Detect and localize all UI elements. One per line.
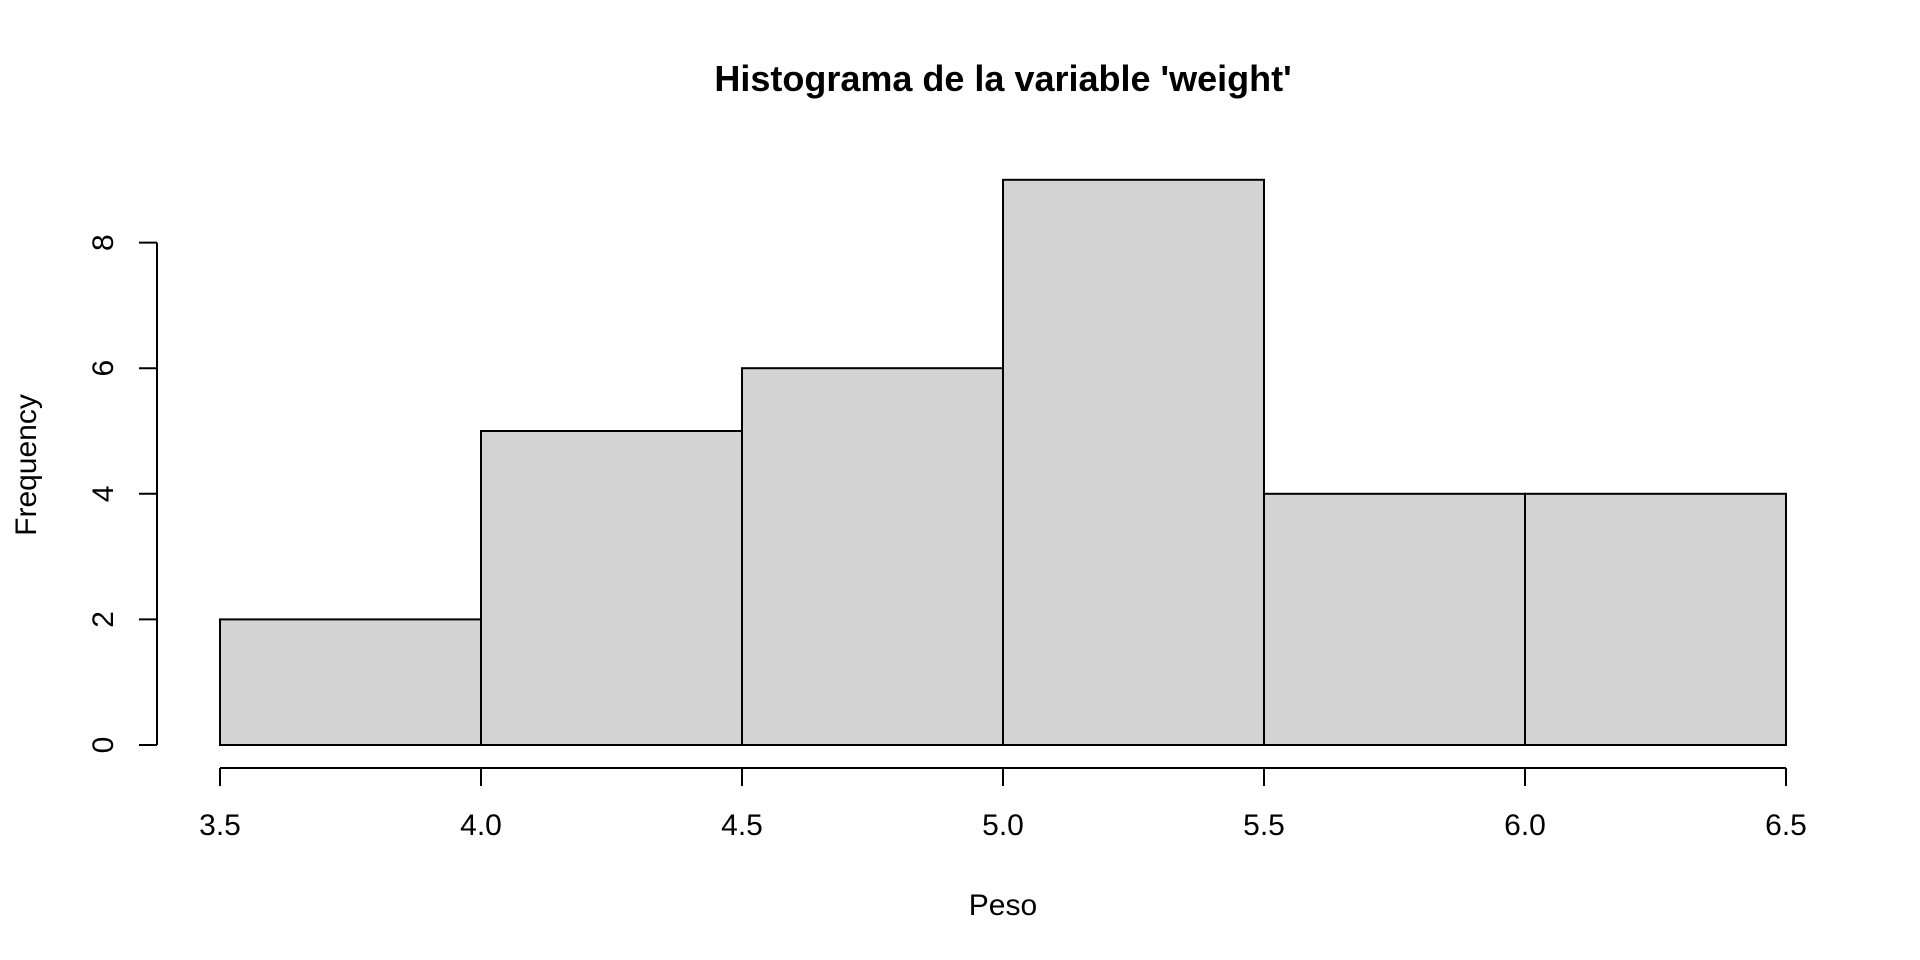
x-tick-label: 3.5	[199, 809, 241, 842]
y-tick-label: 6	[87, 360, 120, 377]
x-tick-label: 6.5	[1765, 809, 1807, 842]
y-tick-label: 4	[87, 485, 120, 502]
histogram-bar-5	[1263, 492, 1526, 746]
x-axis: 3.5 4.0 4.5 5.0 5.5 6.0 6.5	[199, 767, 1807, 842]
x-tick-label: 4.0	[460, 809, 502, 842]
y-axis: 0 2 4 6 8	[87, 234, 158, 754]
x-axis-label: Peso	[969, 889, 1037, 922]
y-tick-label: 2	[87, 611, 120, 628]
histogram-bar-2	[480, 430, 743, 746]
histogram-bar-4	[1002, 178, 1265, 747]
bars-group	[219, 178, 1787, 747]
x-tick-label: 5.0	[982, 809, 1024, 842]
y-axis-label: Frequency	[10, 394, 43, 536]
x-tick-label: 4.5	[721, 809, 763, 842]
chart-title: Histograma de la variable 'weight'	[714, 58, 1291, 99]
histogram-bar-3	[741, 367, 1004, 746]
x-tick-label: 6.0	[1504, 809, 1546, 842]
histogram-bar-6	[1524, 492, 1787, 746]
x-tick-label: 5.5	[1243, 809, 1285, 842]
histogram-bar-1	[219, 618, 482, 747]
y-tick-label: 8	[87, 234, 120, 251]
y-tick-label: 0	[87, 737, 120, 754]
